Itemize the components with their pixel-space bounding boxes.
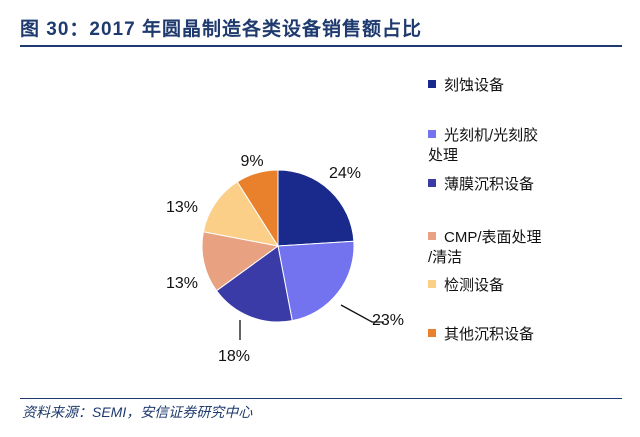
legend-label: /清洁 xyxy=(428,249,463,266)
data-label: 13% xyxy=(166,199,198,216)
pie-slice xyxy=(215,245,293,323)
data-label: 13% xyxy=(166,275,198,292)
legend-label: 其他沉积设备 xyxy=(444,326,535,343)
legend-item: 薄膜沉积设备 xyxy=(428,175,534,195)
legend-swatch xyxy=(428,232,436,240)
legend-item: 检测设备 xyxy=(428,276,504,296)
data-label: 18% xyxy=(218,348,250,365)
title-divider xyxy=(20,45,622,47)
pie-slice xyxy=(236,169,279,248)
pie-slice xyxy=(201,231,280,292)
leader-line xyxy=(340,304,384,323)
legend-label: 检测设备 xyxy=(444,277,505,294)
source-note: 资料来源：SEMI，安信证券研究中心 xyxy=(22,404,253,420)
legend-swatch xyxy=(428,179,436,187)
legend-label: 刻蚀设备 xyxy=(444,77,505,94)
legend-label: 处理 xyxy=(428,147,459,164)
legend-swatch xyxy=(428,280,436,288)
chart-title: 图 30：2017 年圆晶制造各类设备销售额占比 xyxy=(20,19,422,40)
legend-swatch xyxy=(428,80,436,88)
data-label: 9% xyxy=(240,153,263,170)
legend-label: 薄膜沉积设备 xyxy=(444,176,535,193)
pie-slice xyxy=(202,181,280,247)
data-label: 24% xyxy=(329,165,361,182)
legend-swatch xyxy=(428,130,436,138)
data-label: 23% xyxy=(372,312,404,329)
legend-item: 其他沉积设备 xyxy=(428,325,534,345)
legend-label: CMP/表面处理 xyxy=(444,229,542,246)
pie-slice xyxy=(277,169,355,247)
legend-item: 光刻机/光刻胶处理 xyxy=(428,126,538,166)
legend-item: CMP/表面处理/清洁 xyxy=(428,228,542,268)
legend-label: 光刻机/光刻胶 xyxy=(444,127,539,144)
legend-swatch xyxy=(428,329,436,337)
footer-divider xyxy=(20,398,622,399)
legend-item: 刻蚀设备 xyxy=(428,76,504,96)
pie-slice xyxy=(277,240,355,322)
